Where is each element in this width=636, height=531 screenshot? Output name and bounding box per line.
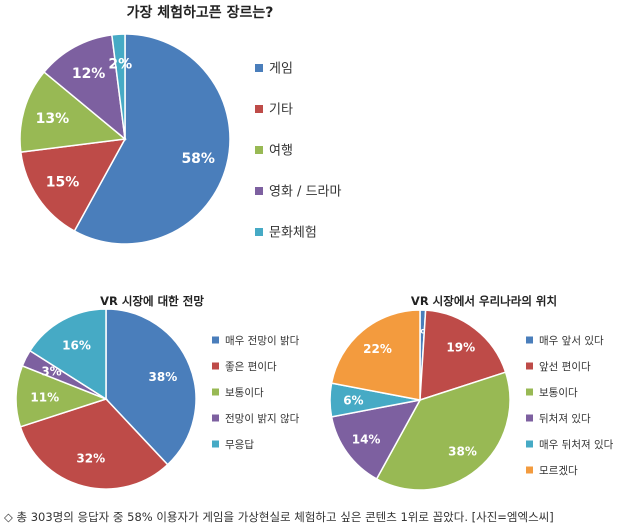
pie-slice-3 xyxy=(375,371,511,491)
legend-label-매우-전망이-밝다: 매우 전망이 밝다 xyxy=(225,335,300,347)
legend-label-보통이다: 보통이다 xyxy=(225,387,264,399)
legend-label-영화-드라마: 영화 / 드라마 xyxy=(269,185,341,200)
slice-percent-label: 16% xyxy=(62,339,91,353)
chart-title: VR 시장에 대한 전망 xyxy=(100,294,204,308)
legend-swatch xyxy=(526,362,533,370)
legend-label-앞선-편이다: 앞선 편이다 xyxy=(539,360,591,373)
pie-slice-4 xyxy=(330,398,422,480)
pie-slice-2 xyxy=(19,398,169,490)
slice-percent-label: 6% xyxy=(343,393,363,407)
pie-slice-6 xyxy=(330,309,421,401)
legend-swatch xyxy=(255,64,263,72)
legend-label-보통이다: 보통이다 xyxy=(539,387,578,399)
legend-swatch xyxy=(255,187,263,195)
legend-swatch xyxy=(255,228,263,236)
legend-swatch xyxy=(526,336,533,344)
slice-percent-label: 11% xyxy=(30,390,59,404)
legend-label-게임: 게임 xyxy=(269,62,293,77)
slice-percent-label: 38% xyxy=(149,370,178,384)
legend-label-여행: 여행 xyxy=(269,143,293,159)
legend-label-모르겠다: 모르겠다 xyxy=(539,465,578,477)
pie-slice-1 xyxy=(73,33,231,245)
legend-label-기타: 기타 xyxy=(269,103,293,118)
slice-percent-label: 38% xyxy=(448,445,477,459)
legend-label-문화체험: 문화체험 xyxy=(269,226,317,241)
pie-slice-5 xyxy=(111,33,126,140)
legend-swatch xyxy=(526,388,533,396)
legend-swatch xyxy=(212,362,219,370)
legend-swatch xyxy=(212,414,219,422)
photo-caption: ◇ 총 303명의 응답자 중 58% 이용자가 게임을 가상현실로 체험하고 … xyxy=(4,510,554,524)
legend-label-매우-뒤처져-있다: 매우 뒤처져 있다 xyxy=(539,439,614,451)
legend-label-좋은-편이다: 좋은 편이다 xyxy=(225,360,277,373)
chart-title: 가장 체험하고픈 장르는? xyxy=(127,4,274,21)
slice-percent-label: 15% xyxy=(46,175,80,191)
legend-label-매우-앞서-있다: 매우 앞서 있다 xyxy=(539,335,604,347)
slice-percent-label: 32% xyxy=(76,452,105,466)
legend-label-무응답: 무응답 xyxy=(225,439,254,451)
slice-percent-label: 13% xyxy=(36,111,70,127)
pie-slice-4 xyxy=(43,33,126,141)
pie-slice-5 xyxy=(28,308,107,401)
pie-slice-1 xyxy=(105,308,197,466)
legend-swatch xyxy=(526,440,533,448)
legend-label-뒤처져-있다: 뒤처져 있다 xyxy=(539,413,591,425)
pie-slice-3 xyxy=(19,71,127,153)
slice-percent-label: 19% xyxy=(446,341,475,355)
chart-title: VR 시장에서 우리나라의 위치 xyxy=(411,294,557,308)
slice-percent-label: 22% xyxy=(363,342,392,356)
slice-percent-label: 14% xyxy=(352,433,381,447)
slice-percent-label: 2% xyxy=(108,57,132,73)
pie-slice-2 xyxy=(419,309,507,402)
legend-swatch xyxy=(255,146,263,154)
legend-label-전망이-밝지-않다: 전망이 밝지 않다 xyxy=(225,413,300,425)
legend-swatch xyxy=(212,440,219,448)
slice-percent-label: 58% xyxy=(181,151,215,167)
slice-percent-label: 12% xyxy=(72,66,106,82)
pie-slice-2 xyxy=(19,138,127,233)
legend-swatch xyxy=(255,105,263,113)
legend-swatch xyxy=(212,336,219,344)
legend-swatch xyxy=(212,388,219,396)
korea-position-pie-chart: VR 시장에서 우리나라의 위치 1%19%38%14%6%22%매우 앞서 있… xyxy=(329,294,614,491)
legend-swatch xyxy=(526,466,533,474)
legend-swatch xyxy=(526,414,533,422)
